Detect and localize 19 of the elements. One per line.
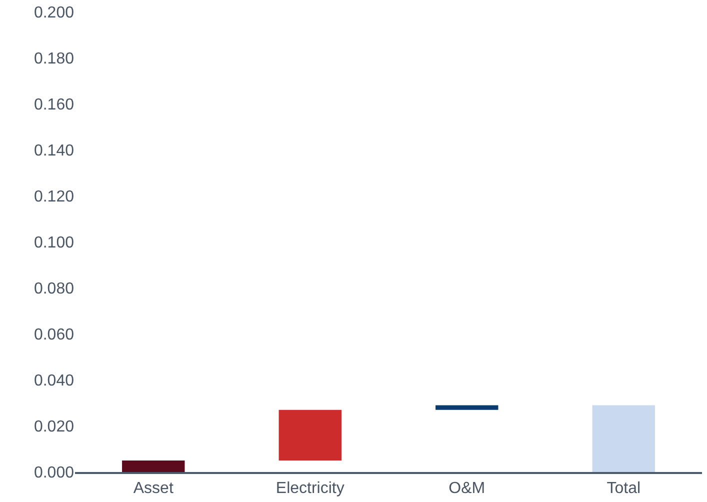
y-tick-label: 0.000: [34, 464, 74, 482]
x-tick-label: Electricity: [276, 480, 344, 497]
x-tick-label: Total: [606, 480, 641, 497]
y-tick-label: 0.080: [34, 280, 74, 298]
y-tick-label: 0.160: [34, 96, 74, 114]
y-tick-label: 0.200: [34, 4, 74, 22]
bar: [436, 405, 498, 410]
y-tick-label: 0.020: [34, 418, 74, 436]
x-tick-label: Asset: [133, 480, 174, 497]
x-tick-label: O&M: [448, 480, 486, 497]
y-tick-label: 0.180: [34, 50, 74, 68]
bar: [278, 410, 342, 460]
bar: [592, 405, 655, 472]
y-tick-label: 0.100: [34, 234, 74, 252]
y-tick-label: 0.140: [34, 142, 74, 160]
y-tick-label: 0.040: [34, 372, 74, 390]
y-tick-label: 0.060: [34, 326, 74, 344]
bar: [122, 460, 185, 472]
y-tick-label: 0.120: [34, 188, 74, 206]
